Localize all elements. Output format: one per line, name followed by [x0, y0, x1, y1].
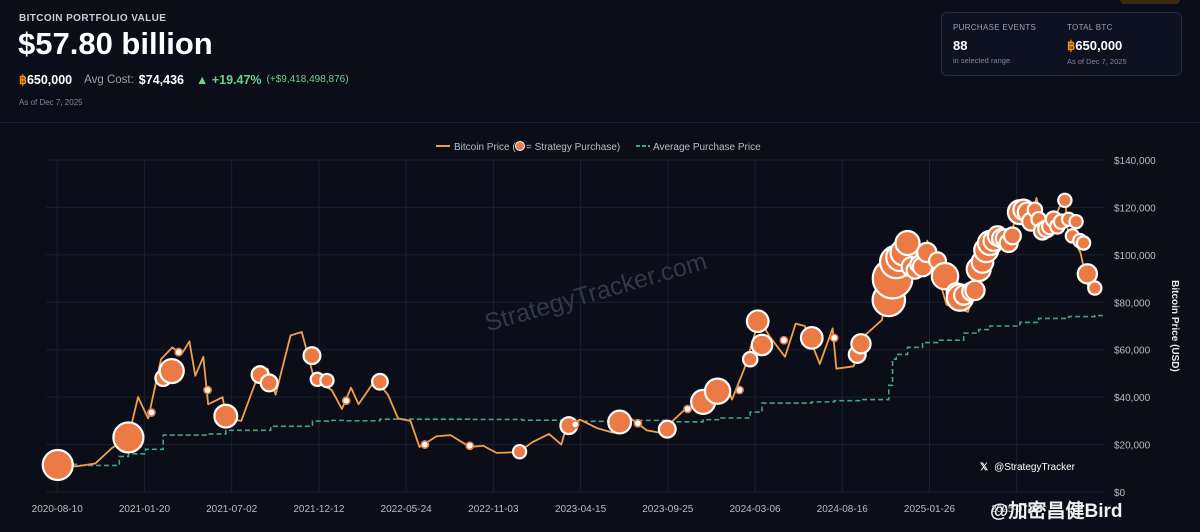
- purchase-marker: [750, 333, 774, 357]
- purchase-marker: [203, 385, 213, 395]
- purchase-marker: [511, 443, 528, 460]
- y-tick-label: $20,000: [1114, 441, 1151, 452]
- purchase-marker: [147, 408, 156, 417]
- x-logo-icon: 𝕏: [980, 462, 989, 473]
- x-tick-label: 2025-07-08: [991, 504, 1043, 515]
- portfolio-value: $57.80 billion: [18, 26, 213, 61]
- purchase-marker: [964, 279, 986, 302]
- purchase-marker: [799, 325, 824, 350]
- purchase-marker: [302, 346, 322, 366]
- purchase-marker: [829, 333, 839, 343]
- purchase-marker: [745, 309, 770, 334]
- x-tick-label: 2025-01-26: [904, 504, 956, 515]
- purchase-marker: [741, 350, 759, 368]
- x-handle[interactable]: 𝕏 @StrategyTracker: [980, 462, 1075, 473]
- y-tick-label: $120,000: [1114, 203, 1156, 214]
- avg-purchase-line: [57, 314, 1104, 467]
- stats-card: PURCHASE EVENTS 88 in selected range TOT…: [941, 12, 1182, 76]
- axes: $0 $20,000 $40,000 $60,000 $80,000 $100,000 $1…: [32, 156, 1180, 515]
- legend[interactable]: Bitcoin Price ( = Strategy Purchase) Aver…: [436, 141, 761, 154]
- purchase-marker: [319, 372, 335, 389]
- avg-cost-label: Avg Cost:: [84, 73, 134, 86]
- x-tick-label: 2021-12-12: [293, 504, 345, 515]
- portfolio-label: BITCOIN PORTFOLIO VALUE: [19, 13, 167, 24]
- purchase-marker: [420, 440, 430, 449]
- purchase-markers: [41, 192, 1103, 482]
- purchase-marker: [657, 419, 677, 439]
- y-tick-label: $100,000: [1114, 251, 1156, 262]
- y-tick-label: $140,000: [1114, 156, 1156, 167]
- x-tick-label: 2020-08-10: [32, 504, 84, 515]
- purchase-marker: [158, 357, 185, 385]
- purchase-marker: [930, 261, 960, 291]
- change-percent: ▲ +19.47%: [195, 72, 262, 87]
- purchase-marker: [894, 229, 921, 257]
- btc-icon: ฿: [1067, 38, 1076, 53]
- purchase-marker: [779, 335, 789, 345]
- purchase-marker: [1068, 213, 1084, 230]
- grid: [46, 159, 1105, 493]
- purchase-events-label: PURCHASE EVENTS: [953, 23, 1037, 32]
- purchase-marker: [174, 347, 184, 357]
- y-tick-label: $0: [1114, 488, 1126, 499]
- purchase-marker: [607, 409, 633, 435]
- x-tick-label: 2021-07-02: [206, 504, 258, 515]
- purchase-marker: [850, 333, 872, 355]
- purchase-marker: [1002, 226, 1022, 246]
- as-of-date: As of Dec 7, 2025: [19, 98, 83, 107]
- purchase-marker: [1076, 263, 1099, 285]
- header-divider: [0, 122, 1200, 123]
- purchase-marker: [633, 418, 643, 428]
- avg-purchase-series: [57, 314, 1104, 467]
- y-tick-label: $40,000: [1114, 393, 1151, 404]
- cn-watermark: @加密昌健Bird: [990, 501, 1123, 522]
- purchase-marker: [465, 441, 475, 451]
- purchase-marker: [259, 373, 279, 393]
- purchase-events-value: 88: [953, 38, 968, 53]
- y-tick-label: $80,000: [1114, 298, 1151, 309]
- purchase-marker: [41, 448, 74, 482]
- y-tick-label: $60,000: [1114, 346, 1151, 357]
- x-tick-label: 2022-05-24: [381, 504, 433, 515]
- x-tick-label: 2024-08-16: [817, 504, 869, 515]
- portfolio-meta: ฿ 650,000 Avg Cost: $74,436 ▲ +19.47% (+…: [19, 72, 349, 88]
- legend-purchase-icon: [515, 141, 525, 151]
- x-tick-label: 2024-03-06: [729, 504, 781, 515]
- watermark-text: StrategyTracker.com: [482, 247, 711, 337]
- watermark: StrategyTracker.com: [482, 247, 711, 337]
- purchase-marker: [1087, 280, 1103, 296]
- purchase-marker: [213, 403, 239, 429]
- purchase-marker: [735, 385, 744, 395]
- total-btc-value: 650,000: [1075, 38, 1123, 53]
- y-axis-title: Bitcoin Price (USD): [1169, 280, 1180, 372]
- holdings-value: 650,000: [26, 72, 73, 87]
- purchase-marker: [371, 372, 389, 391]
- legend-price-label: Bitcoin Price (: [454, 142, 516, 153]
- change-absolute: (+$9,418,498,876): [266, 74, 349, 85]
- total-btc-value-wrap: ฿650,000: [1067, 38, 1127, 54]
- legend-purchase-label: = Strategy Purchase): [526, 142, 620, 153]
- x-tick-label: 2023-04-15: [555, 504, 607, 515]
- purchase-marker: [1075, 235, 1092, 251]
- purchase-marker: [683, 404, 693, 414]
- purchase-marker: [1057, 192, 1073, 209]
- avg-cost-value: $74,436: [138, 72, 184, 87]
- btc-icon: ฿: [19, 73, 27, 87]
- legend-avg-label: Average Purchase Price: [653, 142, 761, 153]
- purchase-events-sub: in selected range: [953, 56, 1011, 65]
- purchase-marker: [703, 377, 732, 405]
- x-handle-text: @StrategyTracker: [994, 462, 1075, 473]
- total-btc-stat: TOTAL BTC ฿650,000 As of Dec 7, 2025: [1067, 23, 1127, 66]
- x-tick-label: 2022-11-03: [468, 504, 519, 515]
- purchase-events-stat: PURCHASE EVENTS 88 in selected range: [953, 23, 1036, 65]
- x-tick-label: 2021-01-20: [119, 504, 171, 515]
- total-btc-label: TOTAL BTC: [1067, 23, 1113, 32]
- purchase-marker: [570, 420, 580, 429]
- top-right-tab[interactable]: [1120, 0, 1180, 4]
- purchase-marker: [112, 421, 145, 454]
- purchase-marker: [341, 396, 351, 406]
- total-btc-sub: As of Dec 7, 2025: [1067, 57, 1127, 66]
- x-tick-label: 2023-09-25: [642, 504, 694, 515]
